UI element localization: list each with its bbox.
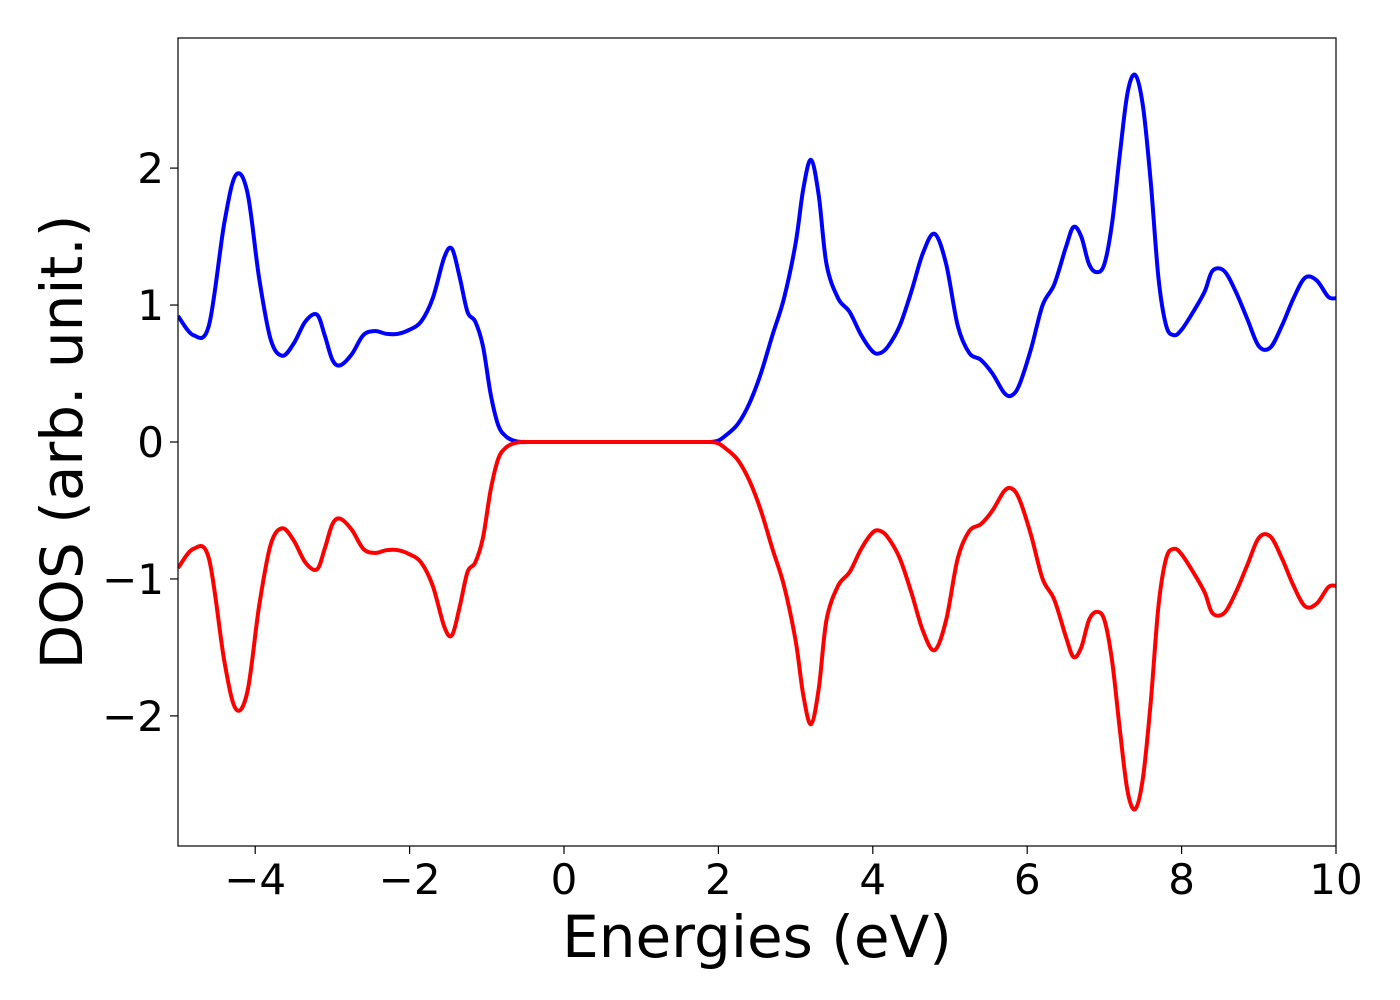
x-tick-label: −4 [224, 855, 286, 904]
x-tick-label: 2 [705, 855, 732, 904]
series-line-1 [178, 72, 1336, 445]
x-tick-label: 10 [1309, 855, 1362, 904]
y-tick-label: −1 [102, 555, 164, 604]
x-axis-label: Energies (eV) [562, 903, 952, 971]
x-tick-label: 4 [859, 855, 886, 904]
y-axis-label: DOS (arb. unit.) [28, 215, 96, 670]
y-tick-label: −2 [102, 692, 164, 741]
y-tick-label: 2 [137, 144, 164, 193]
x-tick-label: 0 [551, 855, 578, 904]
x-tick-label: −2 [379, 855, 441, 904]
series-line-2 [178, 439, 1336, 812]
y-tick-label: 1 [137, 281, 164, 330]
x-axis-ticks: −4 −2 0 2 4 6 8 10 [224, 846, 1363, 904]
x-tick-label: 8 [1168, 855, 1195, 904]
series-layer [178, 72, 1336, 812]
y-axis-ticks: −2 −1 0 1 2 [102, 144, 178, 741]
y-tick-label: 0 [137, 418, 164, 467]
x-tick-label: 6 [1014, 855, 1041, 904]
